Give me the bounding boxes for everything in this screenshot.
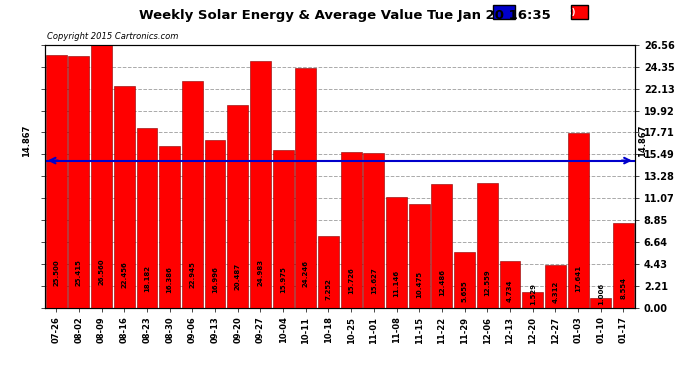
Bar	[159, 146, 180, 308]
Bar	[500, 261, 520, 308]
Text: 12.559: 12.559	[484, 269, 491, 296]
Text: 20.487: 20.487	[235, 263, 241, 290]
Bar	[227, 105, 248, 308]
Text: 18.182: 18.182	[144, 265, 150, 292]
Text: 14.867: 14.867	[638, 124, 647, 157]
Text: 1.006: 1.006	[598, 283, 604, 305]
Bar	[114, 86, 135, 308]
Text: 5.655: 5.655	[462, 280, 468, 302]
Text: 26.560: 26.560	[99, 258, 105, 285]
Text: Weekly Solar Energy & Average Value Tue Jan 20 16:35: Weekly Solar Energy & Average Value Tue …	[139, 9, 551, 22]
Bar	[591, 297, 611, 307]
Bar	[341, 152, 362, 308]
Text: 4.734: 4.734	[507, 280, 513, 302]
Text: 15.627: 15.627	[371, 267, 377, 294]
Bar	[522, 292, 543, 308]
Text: 11.146: 11.146	[393, 270, 400, 297]
Bar	[295, 68, 316, 308]
Text: 8.554: 8.554	[620, 277, 627, 299]
Bar	[318, 236, 339, 308]
Bar	[46, 56, 67, 308]
Text: 17.641: 17.641	[575, 265, 581, 292]
Text: 10.475: 10.475	[416, 271, 422, 298]
Bar	[250, 61, 271, 308]
Text: 15.726: 15.726	[348, 267, 354, 294]
Text: 16.386: 16.386	[167, 266, 172, 293]
Text: 1.529: 1.529	[530, 283, 535, 305]
Bar	[568, 133, 589, 308]
Bar	[182, 81, 203, 308]
Text: 12.486: 12.486	[439, 269, 445, 296]
Text: Copyright 2015 Cartronics.com: Copyright 2015 Cartronics.com	[47, 32, 178, 41]
Bar	[68, 56, 89, 308]
Text: Daily   ($): Daily ($)	[591, 8, 638, 16]
Text: 7.252: 7.252	[326, 278, 331, 300]
Bar	[431, 184, 453, 308]
Text: 24.246: 24.246	[303, 260, 309, 287]
Text: 14.867: 14.867	[22, 124, 31, 157]
Text: 24.983: 24.983	[257, 259, 264, 286]
Text: 22.945: 22.945	[189, 261, 195, 288]
Bar	[454, 252, 475, 308]
FancyBboxPatch shape	[571, 6, 589, 19]
Bar	[205, 140, 226, 308]
Bar	[477, 183, 497, 308]
Bar	[386, 197, 407, 308]
Text: 4.312: 4.312	[553, 280, 558, 303]
Bar	[91, 45, 112, 308]
Text: 22.456: 22.456	[121, 261, 127, 288]
FancyBboxPatch shape	[493, 6, 515, 19]
Bar	[364, 153, 384, 308]
Text: 16.996: 16.996	[212, 266, 218, 292]
Text: 25.500: 25.500	[53, 259, 59, 286]
Text: 15.975: 15.975	[280, 267, 286, 293]
Bar	[137, 128, 157, 308]
Text: Average  ($): Average ($)	[518, 8, 576, 16]
Bar	[613, 223, 634, 308]
Bar	[273, 150, 293, 308]
Text: 25.415: 25.415	[76, 259, 82, 286]
Bar	[545, 265, 566, 308]
Bar	[408, 204, 430, 308]
